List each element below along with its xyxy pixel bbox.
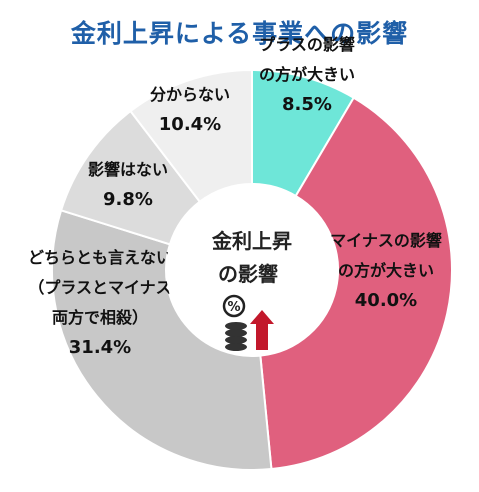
coins-percent-up-arrow-icon: % [222,294,274,351]
slice-value-label: 8.5% [282,94,332,115]
slice-value-label: 31.4% [69,337,131,358]
slice-category-label: （プラスとマイナス [28,278,171,297]
donut-slices [51,68,453,471]
slice-category-label: マイナスの影響 [330,231,442,250]
center-group: 金利上昇 の影響 % [166,184,338,356]
center-label-line-1: 金利上昇 [211,229,292,253]
slice-value-label: 9.8% [103,189,153,210]
slice-category-label: プラスの影響 [259,35,355,54]
slice-category-label: 影響はない [88,160,168,179]
slice-category-label: 分からない [150,85,230,104]
chart-title: 金利上昇による事業への影響 [70,19,409,48]
slice-category-label: の方が大きい [338,261,434,280]
slice-category-label: どちらとも言えない [28,248,172,267]
slice-labels: プラスの影響の方が大きい8.5%マイナスの影響の方が大きい40.0%どちらとも言… [28,35,442,358]
center-label-line-2: の影響 [218,262,278,286]
svg-text:%: % [227,300,240,315]
slice-category-label: 両方で相殺） [52,308,148,327]
slice-value-label: 10.4% [159,114,221,135]
slice-category-label: の方が大きい [259,65,355,84]
slice-value-label: 40.0% [355,290,417,311]
